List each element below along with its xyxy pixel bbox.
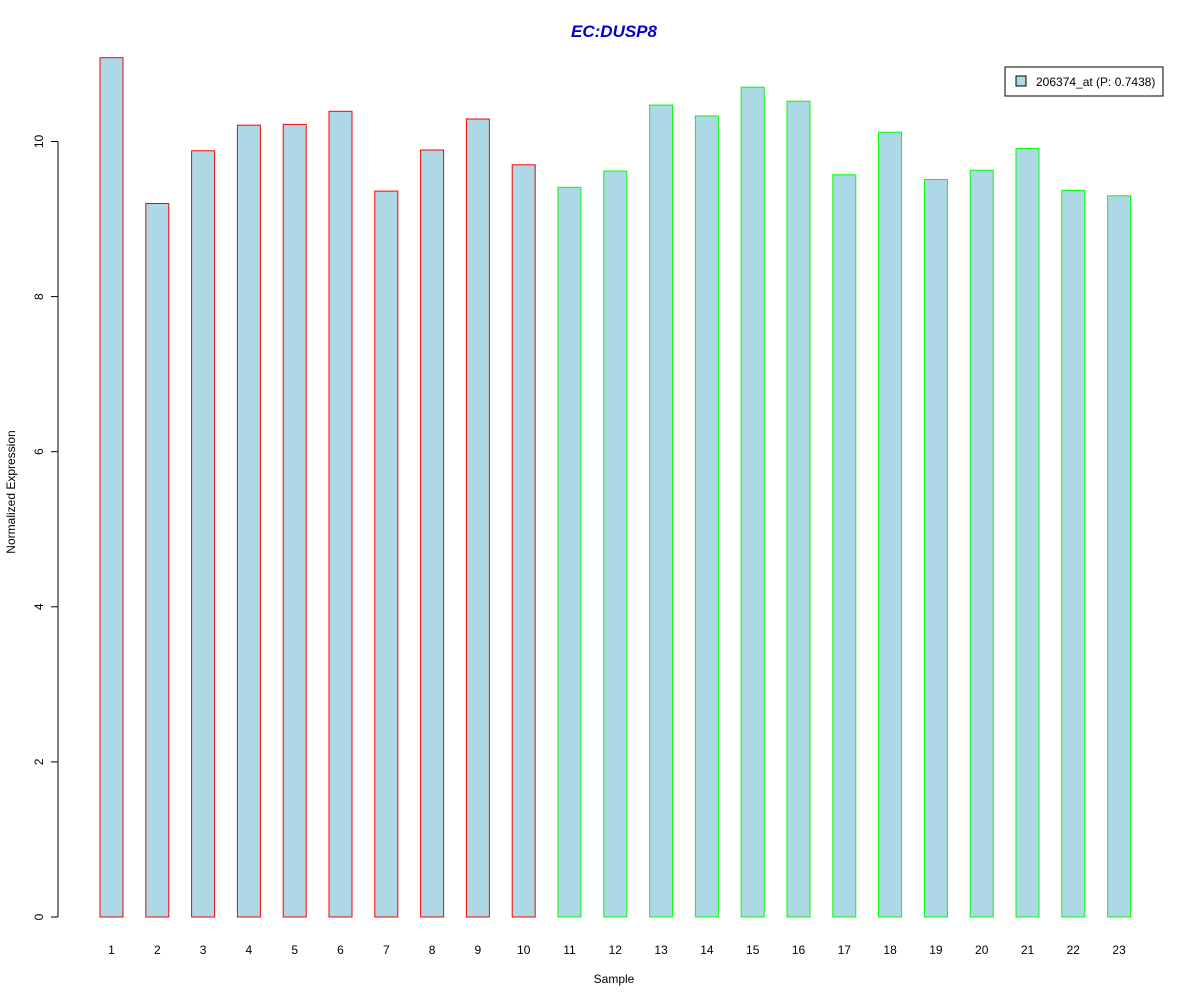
x-axis-tick-label: 3 bbox=[200, 943, 207, 957]
bar-sample-20 bbox=[969, 169, 994, 918]
y-axis-tick-label: 10 bbox=[32, 135, 46, 149]
bar-sample-23 bbox=[1107, 195, 1132, 918]
bars bbox=[99, 57, 1132, 918]
bar-sample-21 bbox=[1015, 148, 1040, 918]
bar-sample-14 bbox=[694, 115, 719, 918]
legend-swatch bbox=[1015, 75, 1027, 87]
bar-sample-3 bbox=[191, 150, 216, 918]
bar-sample-1 bbox=[99, 57, 124, 918]
bar-sample-18 bbox=[878, 131, 903, 918]
x-axis-tick-label: 1 bbox=[108, 943, 115, 957]
x-axis-tick-label: 22 bbox=[1067, 943, 1081, 957]
x-axis-tick-label: 12 bbox=[609, 943, 623, 957]
y-axis-label: Normalized Expression bbox=[4, 430, 18, 553]
bar-sample-19 bbox=[923, 179, 948, 918]
y-axis-tick-label: 0 bbox=[32, 913, 46, 920]
x-axis-tick-label: 17 bbox=[838, 943, 852, 957]
bar-sample-7 bbox=[374, 190, 399, 918]
bar-sample-2 bbox=[145, 203, 170, 918]
bar-sample-9 bbox=[465, 118, 490, 918]
x-axis-tick-label: 15 bbox=[746, 943, 760, 957]
x-axis-tick-label: 21 bbox=[1021, 943, 1035, 957]
bar-sample-8 bbox=[420, 149, 445, 918]
bar-sample-5 bbox=[282, 123, 307, 918]
bar-sample-11 bbox=[557, 186, 582, 918]
x-axis-tick-label: 20 bbox=[975, 943, 989, 957]
x-axis-tick-label: 10 bbox=[517, 943, 531, 957]
bar-sample-4 bbox=[236, 124, 261, 918]
x-axis-tick-label: 18 bbox=[883, 943, 897, 957]
bar-sample-6 bbox=[328, 110, 353, 918]
bar-sample-10 bbox=[511, 164, 536, 918]
x-axis-tick-label: 7 bbox=[383, 943, 390, 957]
x-axis-tick-label: 2 bbox=[154, 943, 161, 957]
chart-title: EC:DUSP8 bbox=[571, 22, 658, 41]
bar-sample-22 bbox=[1061, 189, 1086, 918]
x-axis-tick-label: 16 bbox=[792, 943, 806, 957]
y-axis-tick-label: 8 bbox=[32, 293, 46, 300]
x-axis-tick-label: 8 bbox=[429, 943, 436, 957]
x-axis-tick-label: 9 bbox=[475, 943, 482, 957]
x-axis-tick-label: 5 bbox=[291, 943, 298, 957]
x-axis-tick-labels: 1 2 3 4 5 6 7 8 9 10 11 12 13 14 15 16 17 18 19 20 21 22 23 bbox=[108, 943, 1126, 957]
x-axis-tick-label: 14 bbox=[700, 943, 714, 957]
legend: 206374_at (P: 0.7438) bbox=[1004, 66, 1164, 97]
y-axis-tick-label: 4 bbox=[32, 603, 46, 610]
y-axis: 0 2 4 6 8 10 bbox=[32, 135, 59, 920]
bar-sample-16 bbox=[786, 100, 811, 918]
x-axis-tick-label: 4 bbox=[246, 943, 253, 957]
x-axis-tick-label: 23 bbox=[1112, 943, 1126, 957]
y-axis-tick-label: 2 bbox=[32, 758, 46, 765]
bar-sample-12 bbox=[603, 170, 628, 918]
legend-box bbox=[1004, 66, 1164, 97]
bar-sample-15 bbox=[740, 86, 765, 918]
x-axis-tick-label: 6 bbox=[337, 943, 344, 957]
y-axis-tick-label: 6 bbox=[32, 448, 46, 455]
bar-sample-13 bbox=[649, 104, 674, 918]
x-axis-tick-label: 11 bbox=[563, 943, 576, 957]
x-axis-tick-label: 19 bbox=[929, 943, 943, 957]
x-axis-tick-label: 13 bbox=[654, 943, 668, 957]
bar-sample-17 bbox=[832, 174, 857, 918]
x-axis-label: Sample bbox=[594, 972, 635, 986]
legend-label: 206374_at (P: 0.7438) bbox=[1036, 75, 1155, 89]
